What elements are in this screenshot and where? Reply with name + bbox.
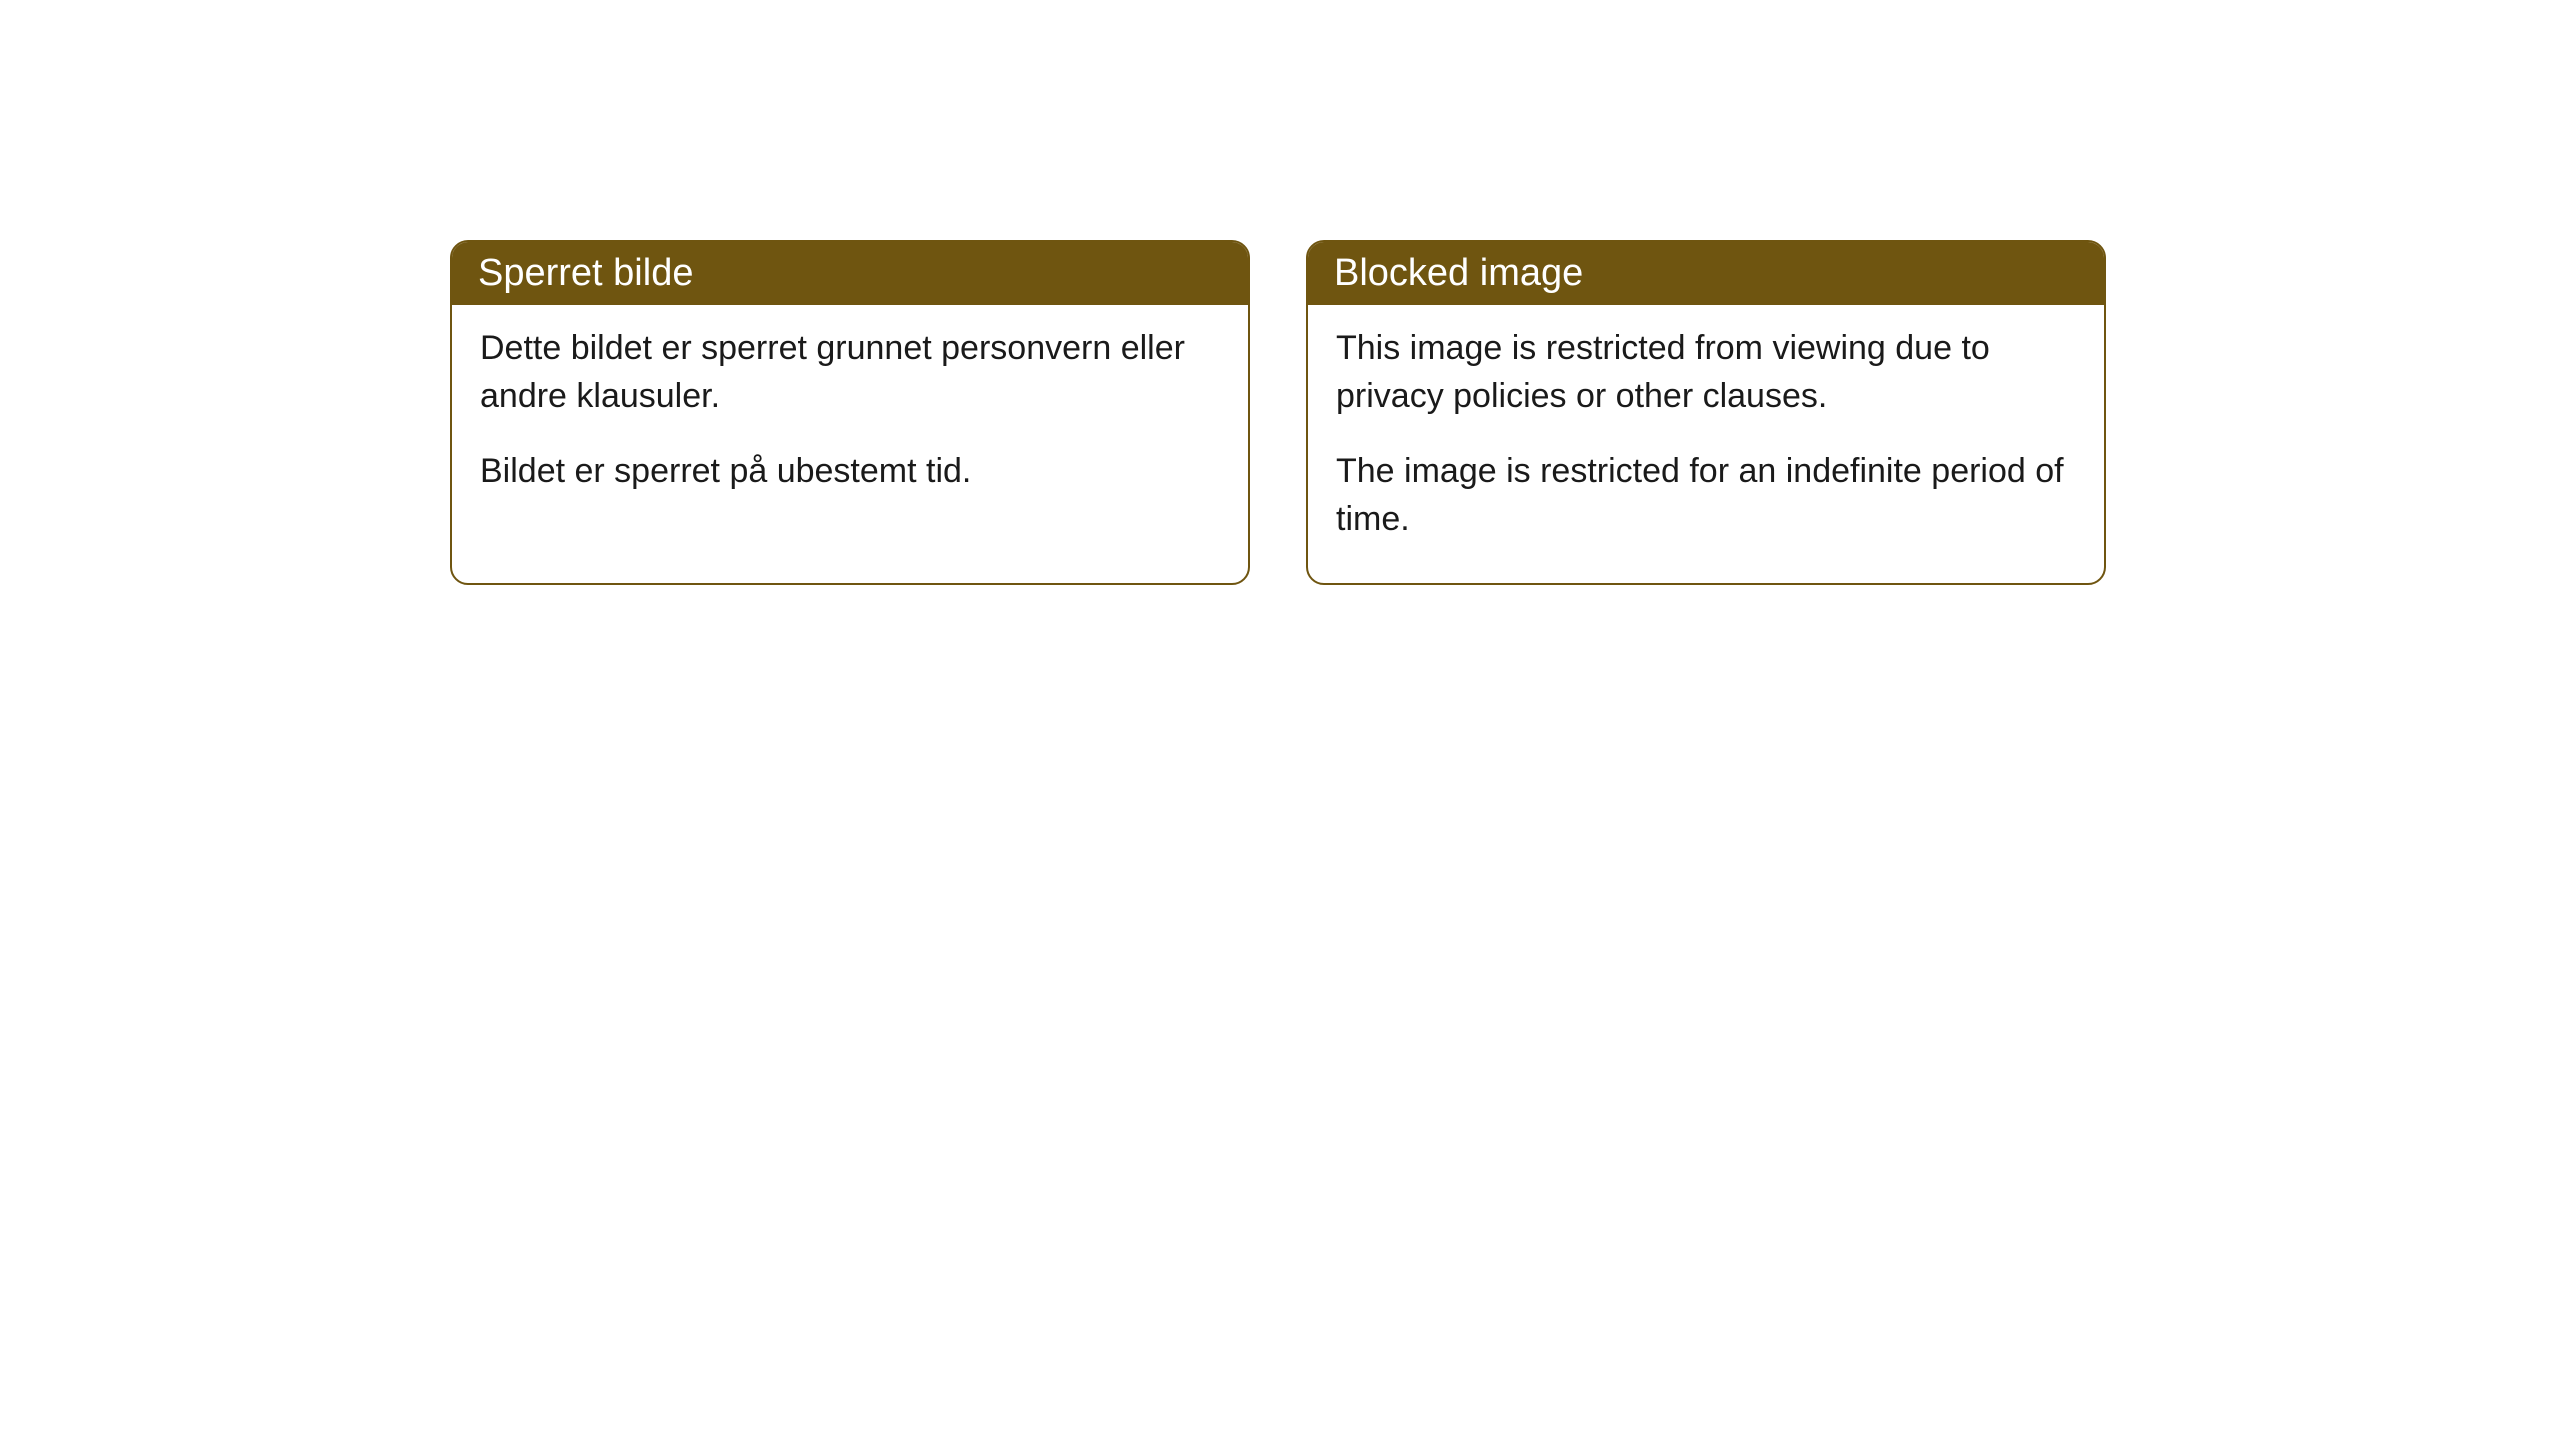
cards-container: Sperret bilde Dette bildet er sperret gr… <box>450 240 2560 585</box>
card-body-english: This image is restricted from viewing du… <box>1308 305 2104 583</box>
card-paragraph-2-english: The image is restricted for an indefinit… <box>1336 448 2076 543</box>
blocked-image-card-norwegian: Sperret bilde Dette bildet er sperret gr… <box>450 240 1250 585</box>
card-paragraph-1-english: This image is restricted from viewing du… <box>1336 325 2076 420</box>
card-header-norwegian: Sperret bilde <box>452 242 1248 305</box>
blocked-image-card-english: Blocked image This image is restricted f… <box>1306 240 2106 585</box>
card-paragraph-1-norwegian: Dette bildet er sperret grunnet personve… <box>480 325 1220 420</box>
card-header-english: Blocked image <box>1308 242 2104 305</box>
card-body-norwegian: Dette bildet er sperret grunnet personve… <box>452 305 1248 536</box>
card-paragraph-2-norwegian: Bildet er sperret på ubestemt tid. <box>480 448 1220 496</box>
